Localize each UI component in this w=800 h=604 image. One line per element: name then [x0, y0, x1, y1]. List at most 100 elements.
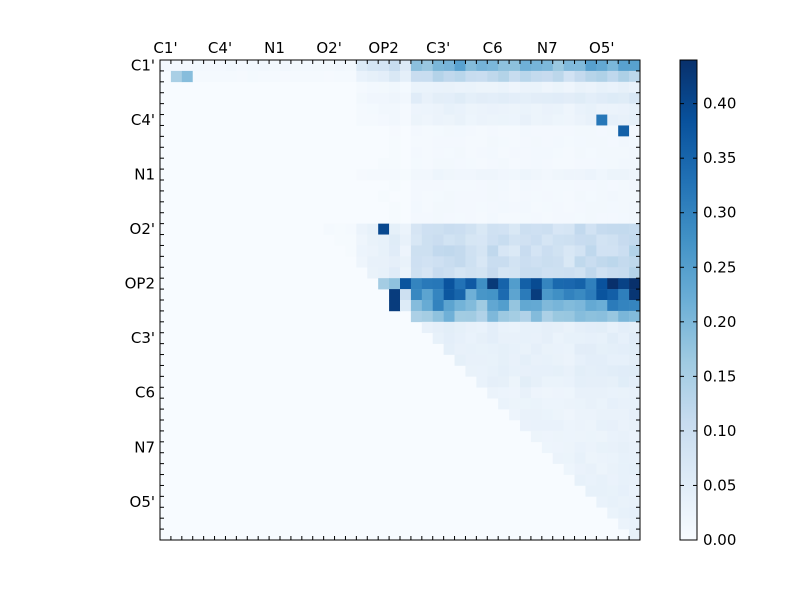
heatmap-cell — [509, 387, 521, 399]
heatmap-cell — [487, 114, 499, 126]
heatmap-cell — [487, 278, 499, 290]
heatmap-cell — [629, 81, 641, 94]
heatmap-cell — [530, 256, 543, 268]
heatmap-cell — [432, 60, 444, 72]
heatmap-cell — [454, 278, 466, 290]
heatmap-cell — [629, 463, 641, 475]
heatmap-cell — [541, 180, 554, 192]
heatmap-cell — [487, 103, 499, 115]
heatmap-cell — [618, 430, 630, 443]
heatmap-cell — [530, 245, 543, 257]
heatmap-cell — [629, 343, 641, 355]
heatmap-cell — [596, 60, 608, 72]
heatmap-cell — [530, 92, 543, 104]
heatmap-cell — [596, 310, 608, 323]
heatmap-cell — [421, 92, 434, 104]
heatmap-cell — [465, 321, 477, 334]
heatmap-cell — [530, 103, 543, 115]
heatmap-cell — [432, 136, 444, 148]
heatmap-cell — [432, 300, 444, 312]
heatmap-cell — [520, 245, 532, 257]
heatmap-cell — [541, 256, 554, 268]
heatmap-cell — [410, 60, 423, 72]
heatmap-cell — [574, 463, 586, 475]
heatmap-cell — [443, 201, 455, 214]
heatmap-cell — [607, 332, 619, 344]
axis-ticks — [159, 59, 641, 541]
heatmap-cell — [410, 81, 423, 94]
heatmap-cell — [585, 354, 597, 366]
heatmap-cell — [476, 147, 488, 159]
heatmap-cell — [378, 190, 390, 203]
heatmap-cell — [618, 485, 630, 497]
colorbar-tick-label: 0.25 — [703, 258, 736, 276]
heatmap-cell — [487, 310, 499, 323]
heatmap-cell — [629, 441, 641, 454]
heatmap-cell — [509, 190, 521, 203]
heatmap-cell — [509, 92, 521, 104]
heatmap-cell — [367, 70, 379, 83]
heatmap-cell — [520, 212, 532, 224]
heatmap-cell — [574, 398, 586, 410]
heatmap-cell — [530, 376, 543, 388]
heatmap-cell — [520, 81, 532, 94]
heatmap-cell — [520, 256, 532, 268]
heatmap-cell — [421, 125, 434, 137]
heatmap-cell — [509, 60, 521, 72]
heatmap-cell — [170, 60, 183, 72]
heatmap-cell — [454, 332, 466, 344]
heatmap-cell — [443, 81, 455, 94]
heatmap-cell — [596, 420, 608, 432]
heatmap-cell — [563, 158, 575, 170]
heatmap-cell — [552, 441, 564, 454]
heatmap-cell — [509, 212, 521, 224]
heatmap-cell — [596, 409, 608, 421]
heatmap-cell — [509, 169, 521, 181]
heatmap-cell — [541, 158, 554, 170]
heatmap-cell — [465, 212, 477, 224]
heatmap-cell — [400, 81, 412, 94]
heatmap-cell — [530, 169, 543, 181]
heatmap-cell — [618, 92, 630, 104]
heatmap-cell — [552, 125, 564, 137]
heatmap-cell — [443, 212, 455, 224]
heatmap-cell — [563, 452, 575, 464]
colorbar-tick-label: 0.20 — [703, 313, 736, 331]
heatmap-cell — [520, 365, 532, 377]
heatmap-cell — [432, 103, 444, 115]
heatmap-cell — [618, 474, 630, 486]
heatmap-cell — [629, 420, 641, 432]
heatmap-cell — [214, 70, 226, 83]
heatmap-cell — [596, 114, 608, 126]
heatmap-cell — [552, 310, 564, 323]
heatmap-cell — [520, 398, 532, 410]
heatmap-cell — [607, 289, 619, 301]
heatmap-cell — [334, 70, 346, 83]
heatmap-cell — [541, 321, 554, 334]
row-tick-label: O2' — [130, 220, 155, 238]
heatmap-cell — [585, 70, 597, 83]
heatmap-cell — [618, 300, 630, 312]
heatmap-cell — [454, 147, 466, 159]
heatmap-cell — [389, 125, 401, 137]
heatmap-cell — [247, 60, 259, 72]
heatmap-cell — [530, 300, 543, 312]
heatmap-cell — [192, 60, 204, 72]
heatmap-cell — [585, 463, 597, 475]
heatmap-cell — [487, 234, 499, 246]
heatmap-cell — [432, 278, 444, 290]
heatmap-cell — [487, 332, 499, 344]
heatmap-cell — [530, 332, 543, 344]
heatmap-cell — [421, 300, 434, 312]
heatmap-cell — [596, 70, 608, 83]
heatmap-cell — [596, 343, 608, 355]
heatmap-cell — [629, 289, 641, 301]
heatmap-cell — [465, 103, 477, 115]
heatmap-cell — [552, 147, 564, 159]
heatmap-cell — [443, 70, 455, 83]
heatmap-cell — [629, 114, 641, 126]
heatmap-cell — [520, 321, 532, 334]
heatmap-cell — [530, 136, 543, 148]
heatmap-cell — [509, 310, 521, 323]
heatmap-cell — [356, 81, 368, 94]
